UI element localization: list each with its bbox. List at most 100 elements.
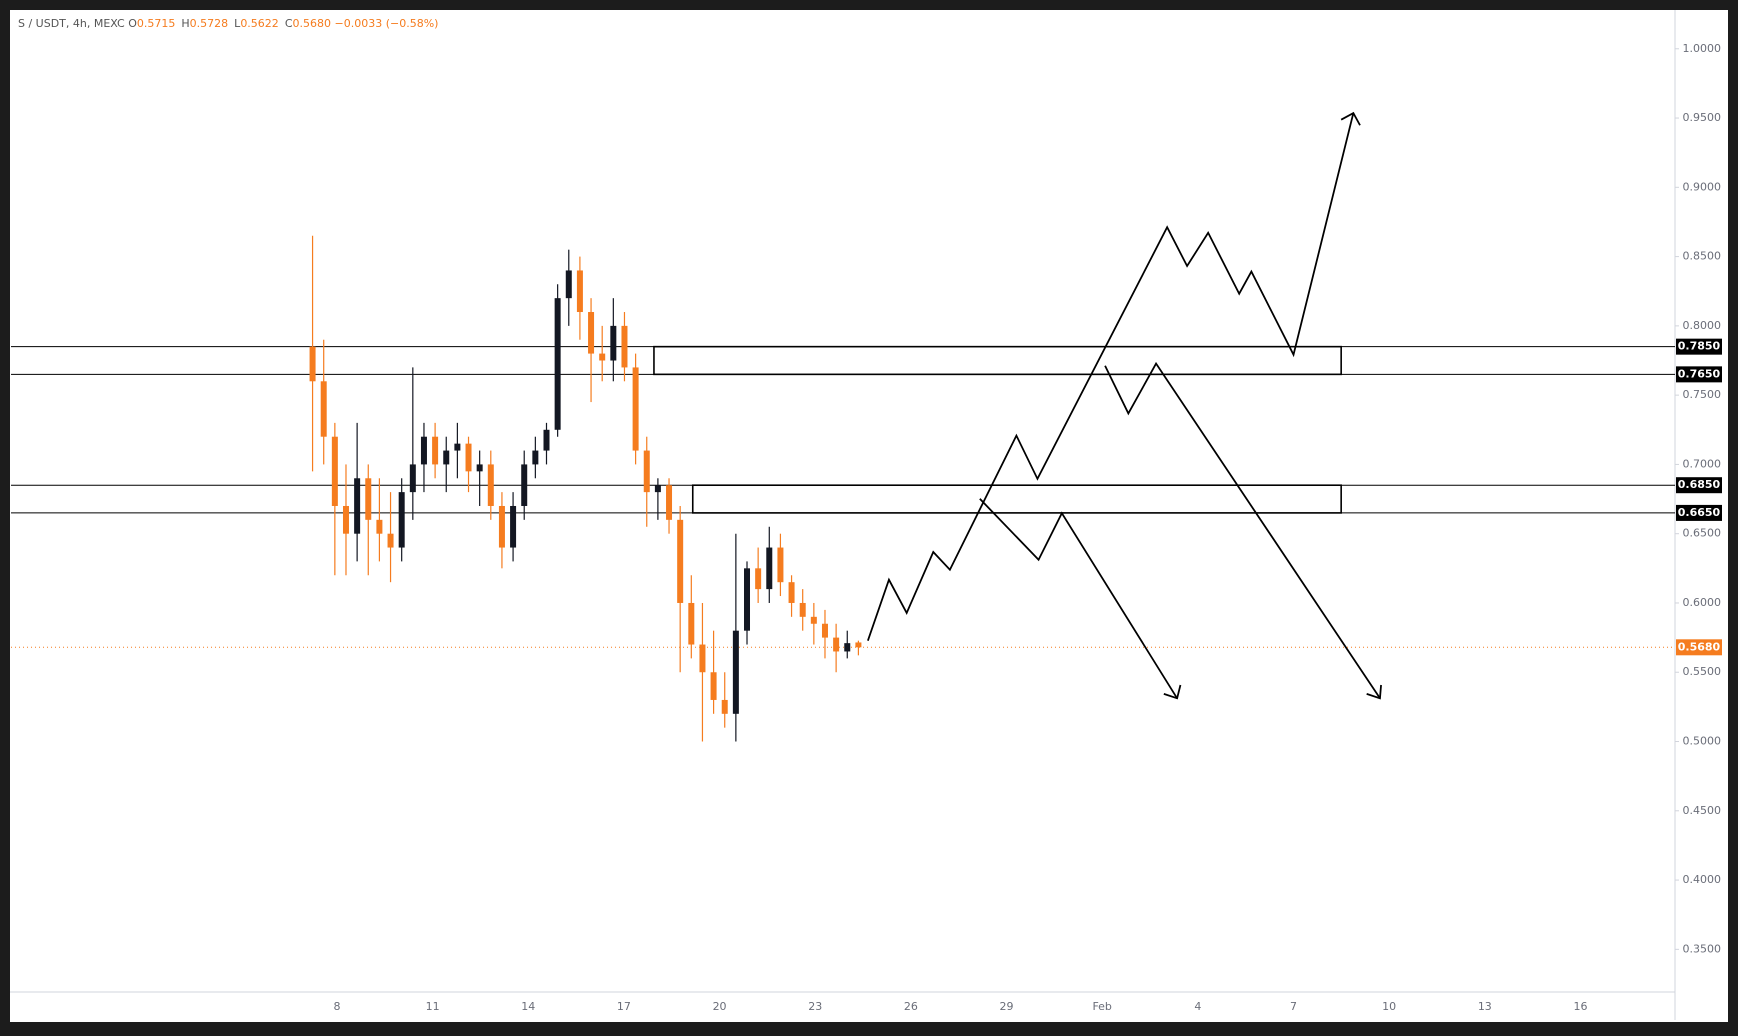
ohlc-key: L [234, 17, 241, 30]
projection-path [867, 112, 1355, 641]
y-tick-label: 0.6000 [1683, 596, 1722, 609]
candle-body [354, 478, 361, 534]
y-tick-label: 0.3500 [1683, 942, 1722, 955]
candle-body [755, 568, 762, 590]
candle-body [487, 464, 494, 506]
x-tick-label: 26 [904, 1000, 918, 1013]
candle-body [543, 429, 550, 451]
candle-body [454, 443, 461, 451]
y-tick-label: 0.5500 [1683, 665, 1722, 678]
candle-body [732, 630, 739, 714]
ohlc-key: H [181, 17, 189, 30]
x-tick-label: 23 [808, 1000, 822, 1013]
level-label: 0.6850 [1678, 478, 1721, 491]
candle-body [788, 582, 795, 603]
y-tick-label: 0.6500 [1683, 527, 1722, 540]
arrow-head [1163, 684, 1182, 700]
x-tick-label: 13 [1478, 1000, 1492, 1013]
x-tick-label: 16 [1573, 1000, 1587, 1013]
ohlc-value: 0.5622 [240, 17, 279, 30]
candle-body [432, 436, 439, 465]
candle-body [398, 492, 405, 548]
candle-body [376, 519, 383, 534]
candle-body [532, 450, 539, 465]
candle-body [744, 568, 751, 631]
background [10, 10, 1728, 1022]
candle-body [510, 505, 517, 548]
candle-body [677, 519, 684, 603]
level-label: 0.7850 [1678, 340, 1721, 353]
ohlc-key: C [285, 17, 293, 30]
candle-body [498, 505, 505, 548]
candle-body [799, 602, 806, 617]
candle-body [599, 353, 606, 361]
level-badge [1676, 366, 1722, 383]
x-tick-label: 17 [617, 1000, 631, 1013]
y-tick-label: 0.8000 [1683, 319, 1722, 332]
x-tick-label: Feb [1092, 1000, 1111, 1013]
ohlc-value: 0.5715 [137, 17, 176, 30]
candle-body [365, 478, 372, 520]
y-tick-label: 0.7500 [1683, 388, 1722, 401]
change: −0.0033 (−0.58%) [335, 17, 439, 30]
y-tick-label: 0.8500 [1683, 250, 1722, 263]
last-price-badge [1676, 639, 1722, 656]
candle-body [576, 270, 583, 313]
candle-body [654, 485, 661, 493]
candle-body [844, 643, 851, 652]
candle-body [621, 325, 628, 368]
candle-body [387, 533, 394, 548]
projection-path [1104, 361, 1381, 699]
level-badge [1676, 477, 1722, 494]
candle-body [810, 616, 817, 624]
x-tick-label: 10 [1382, 1000, 1396, 1013]
candle-body [309, 346, 316, 382]
arrow-head [1366, 684, 1382, 700]
candle-body [821, 623, 828, 638]
x-tick-label: 4 [1194, 1000, 1201, 1013]
candle-body [420, 436, 427, 465]
level-badge [1676, 338, 1722, 355]
y-tick-label: 0.7000 [1683, 457, 1722, 470]
projection-path [979, 498, 1178, 699]
y-tick-label: 0.4000 [1683, 873, 1722, 886]
level-label: 0.6650 [1678, 506, 1721, 519]
candle-body [666, 485, 673, 520]
candle-body [465, 443, 472, 472]
candle-body [710, 672, 717, 700]
ohlc-value: 0.5680 [293, 17, 332, 30]
ohlc-value: 0.5728 [190, 17, 229, 30]
ohlc-key: O [128, 17, 137, 30]
level-label: 0.7650 [1678, 367, 1721, 380]
candle-body [721, 699, 728, 714]
candle-body [588, 312, 595, 354]
x-tick-label: 11 [426, 1000, 440, 1013]
candle-body [409, 464, 416, 493]
candle-body [331, 436, 338, 506]
candle-body [565, 270, 572, 299]
x-tick-label: 8 [333, 1000, 340, 1013]
y-tick-label: 0.4500 [1683, 804, 1722, 817]
candle-body [777, 547, 784, 583]
candle-body [320, 381, 327, 437]
candle-body [699, 644, 706, 673]
y-tick-label: 0.9000 [1683, 180, 1722, 193]
candle-body [855, 642, 862, 648]
ohlc: O0.5715 H0.5728 L0.5622 C0.5680 [128, 17, 331, 30]
candle-body [476, 464, 483, 472]
x-tick-label: 20 [713, 1000, 727, 1013]
symbol: S / USDT, 4h, MEXC [18, 17, 125, 30]
candle-body [688, 602, 695, 645]
projection-drawings [867, 111, 1382, 700]
arrow-head [1340, 111, 1361, 126]
candle-body [766, 547, 773, 590]
candle-body [554, 298, 561, 430]
candle-body [342, 505, 349, 534]
level-badge [1676, 504, 1722, 521]
y-tick-label: 0.5000 [1683, 735, 1722, 748]
x-tick-label: 14 [521, 1000, 535, 1013]
candle-body [521, 464, 528, 506]
candle-body [643, 450, 650, 493]
x-tick-label: 7 [1290, 1000, 1297, 1013]
